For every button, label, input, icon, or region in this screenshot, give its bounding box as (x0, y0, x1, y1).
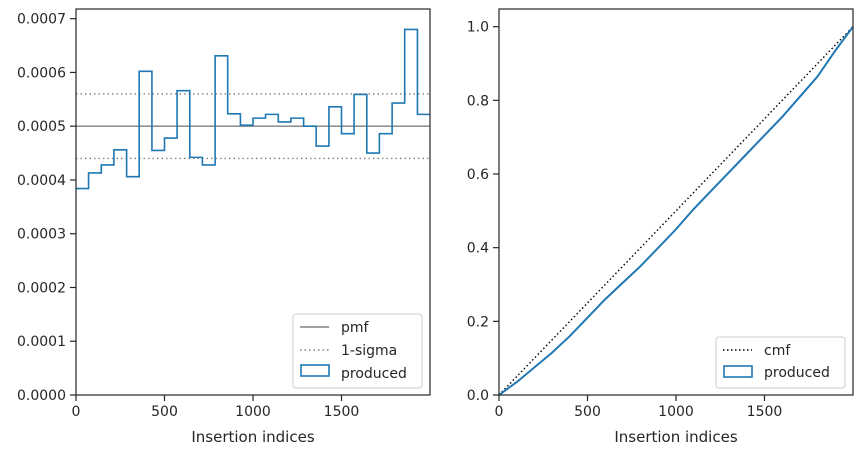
cmf-panel: 0 500 1000 1500 0.0 0.2 0.4 0.6 0.8 1.0 Insertion… (467, 8, 854, 446)
x-tick-label: 500 (574, 404, 601, 420)
y-tick-label: 0.0001 (17, 334, 66, 350)
left-axis-ticks: 0 500 1000 1500 0.0000 0.0001 0.0002 0.0003 0.00… (17, 12, 359, 420)
y-tick-label: 0.0007 (17, 12, 66, 28)
y-tick-label: 0.0006 (17, 65, 66, 81)
left-axes-frame (75, 8, 431, 396)
pmf-panel: 0 500 1000 1500 0.0000 0.0001 0.0002 0.0003 0.00… (17, 8, 431, 446)
legend-label: pmf (341, 320, 370, 336)
y-tick-label: 0.8 (467, 93, 489, 109)
y-tick-label: 1.0 (467, 20, 489, 36)
x-tick-label: 1500 (747, 404, 783, 420)
y-tick-label: 0.0003 (17, 227, 66, 243)
x-tick-label: 1000 (658, 404, 694, 420)
legend-produced-swatch (723, 365, 753, 378)
left-legend: pmf 1-sigma produced (292, 313, 423, 389)
y-tick-label: 0.0004 (17, 173, 66, 189)
right-legend: cmf produced (715, 336, 846, 389)
right-x-axis-label: Insertion indices (614, 428, 737, 446)
legend-produced-swatch (300, 364, 330, 377)
y-tick-label: 0.6 (467, 167, 489, 183)
x-tick-label: 1500 (324, 404, 360, 420)
legend-label: 1-sigma (341, 343, 397, 359)
cmf-line (498, 26, 854, 396)
right-axes-frame (498, 8, 854, 396)
y-tick-label: 0.2 (467, 314, 489, 330)
legend-label: produced (764, 365, 830, 381)
legend-label: cmf (764, 343, 791, 359)
y-tick-label: 0.0005 (17, 119, 66, 135)
legend-frame (292, 313, 423, 389)
x-tick-label: 500 (151, 404, 178, 420)
left-x-axis-label: Insertion indices (191, 428, 314, 446)
x-tick-label: 0 (495, 404, 504, 420)
produced-histogram-step (76, 28, 430, 190)
legend-label: produced (341, 366, 407, 382)
right-axis-ticks: 0 500 1000 1500 0.0 0.2 0.4 0.6 0.8 1.0 (467, 20, 783, 420)
left-reference-lines (76, 93, 430, 160)
y-tick-label: 0.0 (467, 388, 489, 404)
y-tick-label: 0.4 (467, 241, 489, 257)
y-tick-label: 0.0000 (17, 388, 66, 404)
produced-cumulative-line (498, 26, 854, 396)
x-tick-label: 0 (72, 404, 81, 420)
x-tick-label: 1000 (235, 404, 271, 420)
y-tick-label: 0.0002 (17, 280, 66, 296)
